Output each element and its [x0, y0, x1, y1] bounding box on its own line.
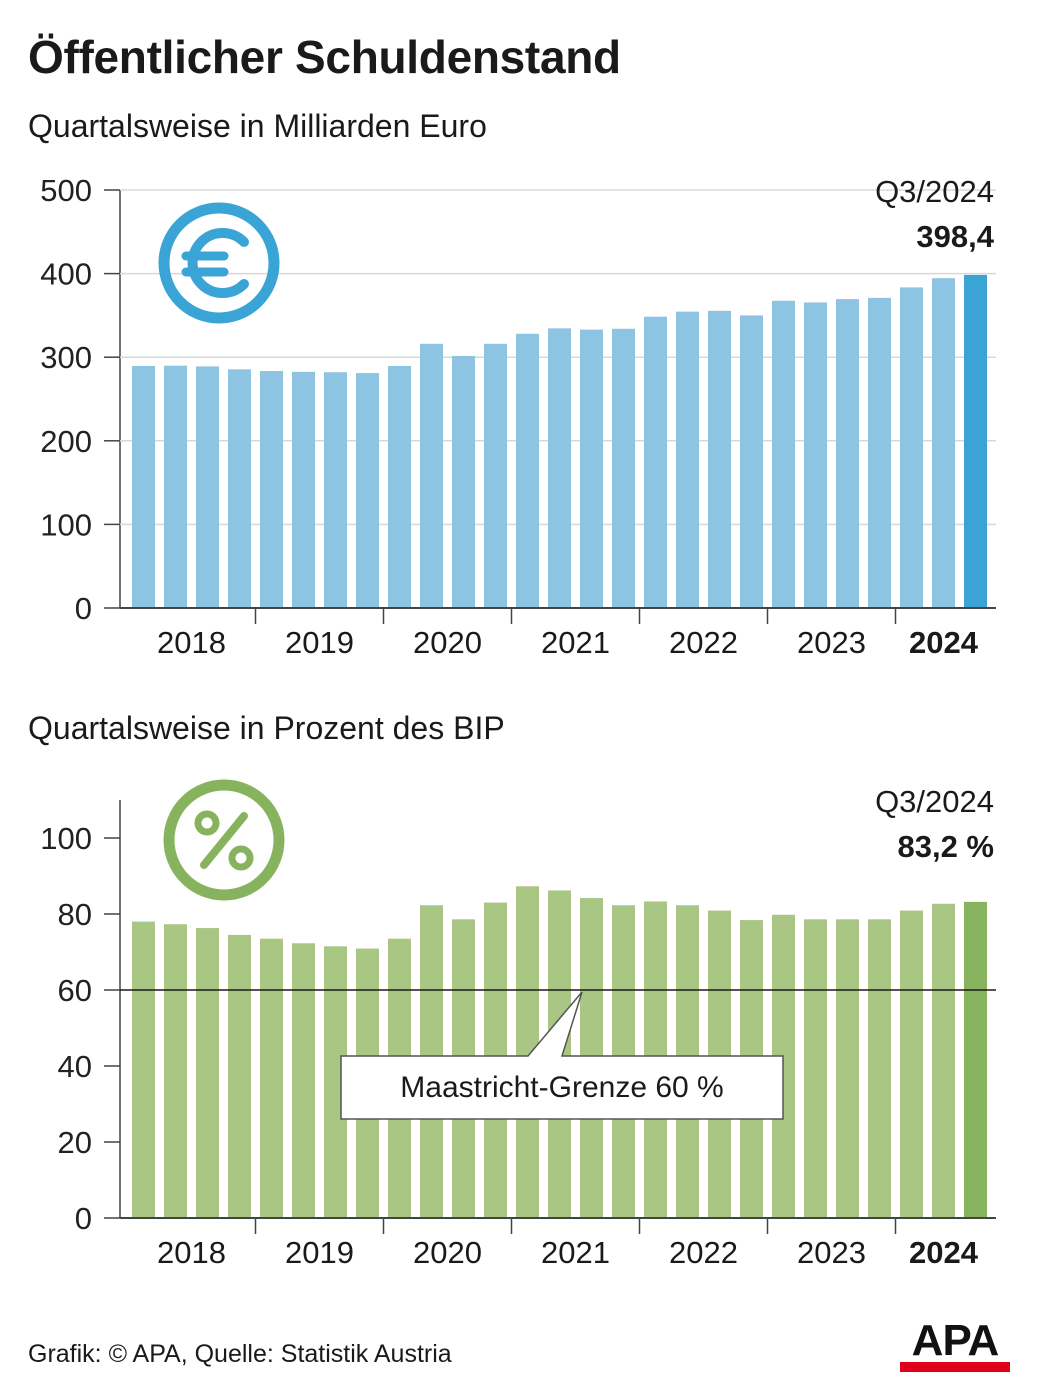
- bar: [292, 371, 315, 608]
- year-label: 2022: [669, 625, 738, 660]
- bar: [740, 315, 763, 608]
- debt-euro-chart: 0 100 200 300 400 500 2018 2019 2020 2021 2022 2023…: [40, 173, 996, 660]
- y-tick-label: 100: [40, 507, 92, 542]
- year-label: 2023: [797, 1235, 866, 1270]
- bar: [164, 924, 187, 1218]
- bar: [228, 369, 251, 608]
- bar: [324, 372, 347, 608]
- bar: [932, 278, 955, 608]
- year-label: 2020: [413, 1235, 482, 1270]
- year-label: 2019: [285, 625, 354, 660]
- bar: [964, 274, 987, 608]
- year-label: 2024: [909, 625, 979, 660]
- bar: [868, 919, 891, 1218]
- y-tick-label: 400: [40, 257, 92, 292]
- bar: [132, 365, 155, 608]
- bar: [260, 370, 283, 608]
- apa-logo-bar: [900, 1362, 1010, 1372]
- percent-icon: [163, 779, 285, 901]
- apa-logo-text: APA: [911, 1316, 1000, 1365]
- bar: [516, 333, 539, 608]
- bar: [196, 928, 219, 1218]
- y-tick-label: 0: [75, 1201, 92, 1236]
- bar: [548, 328, 571, 608]
- percent-icon-dot: [194, 810, 220, 836]
- callout-box: [340, 991, 784, 1120]
- bar: [772, 300, 795, 608]
- y-tick-label: 200: [40, 424, 92, 459]
- bar: [676, 311, 699, 608]
- debt-gdp-chart: 0 20 40 60 80 100 2018 2019 2020 2021 2022 2023 2024…: [40, 779, 996, 1270]
- bar: [868, 297, 891, 608]
- bar: [900, 910, 923, 1218]
- euro-icon-curve: [187, 228, 249, 298]
- highlight-period: Q3/2024: [875, 784, 994, 819]
- bar: [228, 934, 251, 1218]
- bar: [804, 919, 827, 1218]
- source-footer: Grafik: © APA, Quelle: Statistik Austria: [28, 1340, 452, 1368]
- bar: [420, 343, 443, 608]
- bar: [292, 943, 315, 1218]
- y-tick-label: 300: [40, 340, 92, 375]
- bar: [644, 316, 667, 608]
- year-label: 2024: [909, 1235, 979, 1270]
- bar: [196, 366, 219, 608]
- bar: [516, 886, 539, 1218]
- bar: [836, 919, 859, 1218]
- maastricht-callout: Maastricht-Grenze 60 %: [340, 991, 784, 1120]
- bar: [452, 355, 475, 608]
- year-label: 2021: [541, 1235, 610, 1270]
- bar: [388, 365, 411, 608]
- bar: [484, 343, 507, 608]
- year-label: 2023: [797, 625, 866, 660]
- y-tick-label: 500: [40, 173, 92, 208]
- bar: [580, 329, 603, 608]
- y-tick-label: 80: [58, 897, 92, 932]
- bar: [356, 373, 379, 608]
- euro-icon: [158, 202, 280, 324]
- year-label: 2018: [157, 1235, 226, 1270]
- bar: [164, 365, 187, 608]
- page-title: Öffentlicher Schuldenstand: [28, 31, 621, 83]
- chart1-subtitle: Quartalsweise in Milliarden Euro: [28, 108, 487, 144]
- bar: [900, 287, 923, 608]
- y-tick-label: 100: [40, 821, 92, 856]
- bar: [836, 299, 859, 608]
- y-tick-label: 0: [75, 591, 92, 626]
- year-label: 2018: [157, 625, 226, 660]
- highlight-value: 83,2 %: [897, 829, 994, 864]
- bar: [132, 921, 155, 1218]
- bar: [964, 901, 987, 1218]
- maastricht-label: Maastricht-Grenze 60 %: [400, 1071, 724, 1104]
- bar: [612, 328, 635, 608]
- bar: [708, 310, 731, 608]
- y-tick-label: 20: [58, 1125, 92, 1160]
- y-tick-label: 40: [58, 1049, 92, 1084]
- percent-icon-dot: [228, 845, 254, 871]
- apa-logo: APA: [898, 1316, 1012, 1372]
- y-tick-label: 60: [58, 973, 92, 1008]
- percent-icon-slash: [200, 812, 248, 869]
- bar: [804, 302, 827, 608]
- chart2-subtitle: Quartalsweise in Prozent des BIP: [28, 710, 505, 746]
- year-label: 2020: [413, 625, 482, 660]
- highlight-period: Q3/2024: [875, 174, 994, 209]
- year-label: 2021: [541, 625, 610, 660]
- bar: [324, 946, 347, 1218]
- percent-icon-ring: [163, 779, 285, 901]
- highlight-value: 398,4: [916, 219, 994, 254]
- year-label: 2022: [669, 1235, 738, 1270]
- bar: [932, 903, 955, 1218]
- euro-icon-ring: [158, 202, 280, 324]
- bar: [260, 938, 283, 1218]
- year-label: 2019: [285, 1235, 354, 1270]
